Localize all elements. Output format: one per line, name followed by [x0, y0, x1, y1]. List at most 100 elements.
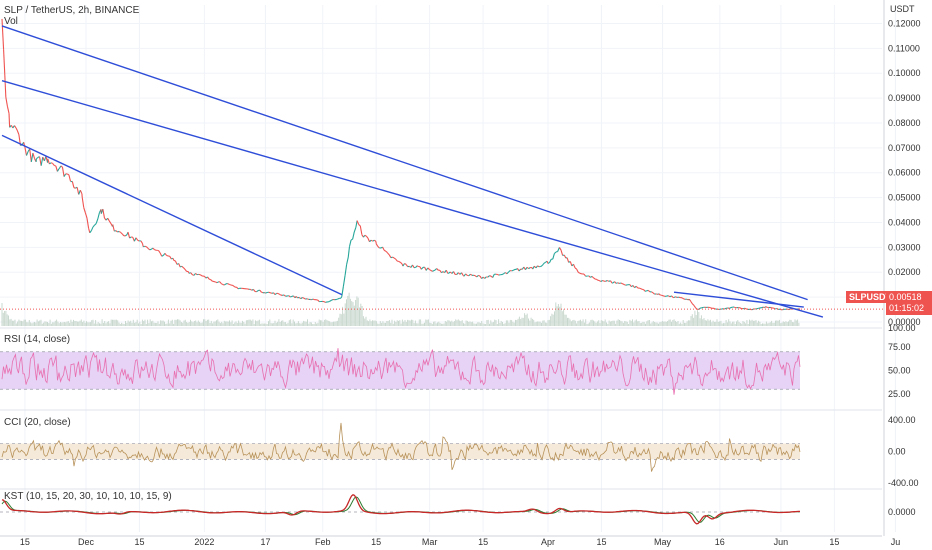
price-candle: [140, 240, 143, 244]
price-candle: [117, 230, 120, 233]
price-candle: [229, 283, 232, 286]
price-candle: [442, 271, 445, 274]
price-candle: [88, 228, 91, 233]
price-candle: [24, 146, 28, 156]
price-candle: [492, 274, 495, 278]
price-candle: [537, 265, 540, 268]
price-candle: [622, 283, 625, 285]
price-candle: [359, 225, 363, 235]
symbol-badge: SLPUSDT: [846, 291, 895, 303]
price-tick-label: 0.06000: [888, 168, 921, 178]
price-candle: [657, 293, 660, 295]
price-candle: [393, 257, 396, 260]
price-candle: [40, 157, 44, 166]
price-candle: [506, 271, 509, 275]
trendline: [1, 134, 343, 296]
price-candle: [369, 239, 372, 243]
price-candle: [427, 267, 430, 270]
price-candle: [673, 296, 676, 299]
main-price-pane[interactable]: [0, 18, 884, 326]
price-candle: [3, 49, 6, 84]
price-candle: [55, 165, 58, 172]
time-tick-label: 15: [371, 537, 381, 547]
time-tick-label: Dec: [78, 537, 95, 547]
price-candle: [125, 234, 128, 237]
price-candle: [256, 290, 259, 293]
price-candle: [224, 283, 227, 286]
price-candle: [364, 234, 367, 237]
price-tick-label: 0.09000: [888, 93, 921, 103]
price-candle: [635, 285, 639, 289]
price-candle: [693, 305, 697, 309]
price-candle: [199, 274, 203, 277]
price-candle: [558, 247, 562, 251]
price-candle: [1, 18, 5, 50]
price-candle: [764, 306, 767, 308]
price-candle: [86, 217, 90, 229]
volume-tick-label: 100.00: [888, 323, 916, 333]
price-candle: [583, 273, 587, 277]
time-tick-label: May: [654, 537, 672, 547]
price-candle: [283, 294, 286, 297]
price-candle: [108, 220, 112, 224]
price-candle: [15, 127, 18, 131]
price-candle: [578, 271, 581, 274]
price-candle: [273, 292, 276, 295]
price-candle: [600, 280, 603, 283]
price-candle: [90, 226, 94, 231]
price-candle: [688, 298, 692, 302]
price-candle: [497, 273, 500, 276]
price-candle: [280, 294, 283, 296]
price-candle: [288, 295, 291, 298]
price-candle: [147, 247, 151, 251]
price-candle: [265, 292, 268, 294]
price-candle: [120, 232, 123, 235]
price-candle: [352, 231, 355, 240]
time-tick-label: 15: [20, 537, 30, 547]
price-candle: [724, 307, 727, 310]
price-candle: [436, 268, 439, 271]
price-candle: [178, 263, 181, 268]
price-candle: [149, 248, 152, 251]
time-tick-label: Mar: [422, 537, 438, 547]
price-candle: [481, 276, 484, 279]
price-candle: [63, 173, 67, 177]
price-candle: [187, 271, 190, 274]
price-candle: [420, 267, 424, 270]
price-candle: [247, 288, 250, 291]
price-candle: [668, 295, 671, 298]
price-candle: [329, 299, 332, 302]
price-candle: [271, 292, 274, 294]
price-candle: [327, 300, 330, 303]
time-axis[interactable]: 15 Dec 15 2022 17 Feb 15 Mar 15 Apr 15 May 16 Jun 15 Ju: [0, 535, 900, 547]
price-candle: [8, 113, 11, 128]
time-tick-label: 17: [260, 537, 270, 547]
cci-label: CCI (20, close): [4, 417, 71, 428]
price-candle: [323, 301, 326, 303]
price-candle: [415, 265, 418, 268]
price-candle: [298, 297, 302, 300]
price-candle: [468, 273, 471, 277]
price-candle: [453, 271, 456, 275]
price-candle: [317, 299, 320, 302]
price-candle: [476, 274, 479, 278]
price-candle: [416, 265, 419, 267]
cci-pane[interactable]: [0, 422, 801, 472]
price-tick-label: 0.08000: [888, 118, 921, 128]
price-candle: [141, 243, 144, 247]
price-candle: [669, 295, 672, 298]
indicator-line: [1, 348, 801, 395]
price-axis[interactable]: USDT 0.12000 0.11000 0.10000 0.09000 0.08000 0…: [883, 0, 921, 536]
price-candle: [465, 273, 468, 276]
price-candle: [270, 292, 273, 294]
price-candle: [121, 233, 125, 237]
price-candle: [303, 297, 306, 300]
price-candle: [461, 272, 464, 276]
price-tick-label: 0.11000: [888, 43, 920, 53]
price-candle: [143, 245, 146, 248]
price-candle: [647, 289, 651, 293]
kst-pane[interactable]: [0, 494, 801, 525]
price-candle: [646, 289, 649, 292]
rsi-pane[interactable]: [0, 348, 801, 395]
